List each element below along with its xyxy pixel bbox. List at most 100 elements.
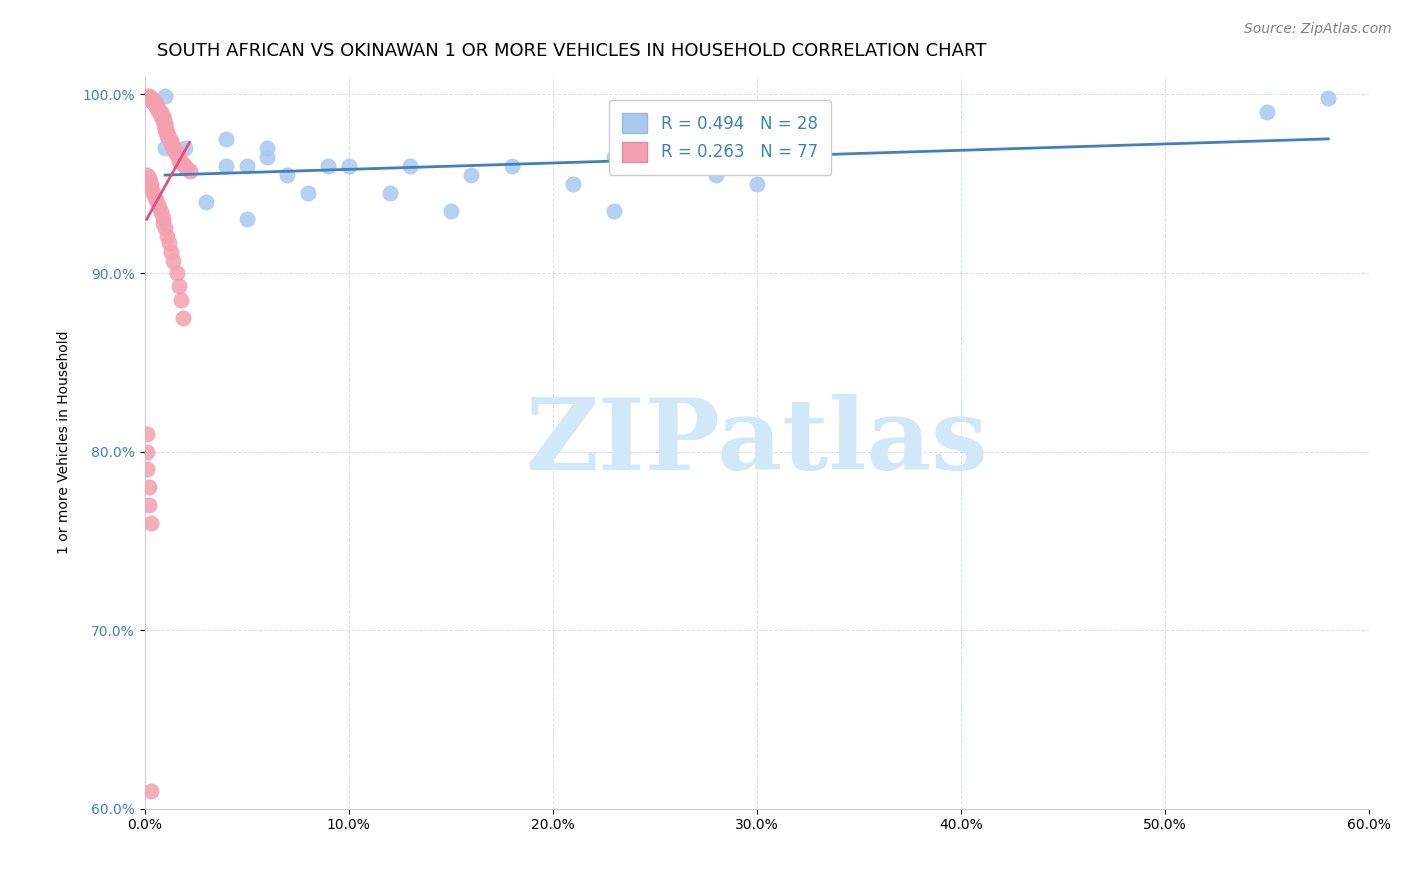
Point: [153, 116, 176, 130]
Point: [166, 266, 188, 280]
Point: [142, 93, 165, 107]
Point: [149, 205, 172, 219]
Point: [179, 164, 201, 178]
Point: [139, 91, 162, 105]
Point: [135, 168, 157, 182]
Point: [153, 141, 176, 155]
Point: [276, 168, 298, 182]
Point: [135, 426, 157, 441]
Point: [152, 112, 174, 127]
Point: [146, 100, 169, 114]
Point: [148, 103, 170, 118]
Point: [135, 462, 157, 476]
Point: [603, 203, 626, 218]
Point: [256, 141, 278, 155]
Point: [157, 235, 180, 250]
Point: [153, 89, 176, 103]
Point: [138, 171, 160, 186]
Point: [170, 293, 193, 307]
Point: [148, 200, 170, 214]
Point: [152, 111, 174, 125]
Point: [139, 180, 162, 194]
Point: [169, 278, 191, 293]
Point: [235, 159, 257, 173]
Point: [162, 139, 184, 153]
Point: [153, 221, 176, 235]
Point: [166, 148, 188, 162]
Point: [143, 98, 166, 112]
Point: [152, 114, 174, 128]
Point: [745, 177, 768, 191]
Point: [172, 157, 194, 171]
Point: [725, 150, 748, 164]
Point: [501, 159, 523, 173]
Point: [148, 105, 170, 120]
Point: [378, 186, 401, 200]
Point: [156, 125, 179, 139]
Point: [160, 136, 183, 150]
Point: [138, 89, 160, 103]
Point: [215, 132, 238, 146]
Point: [235, 212, 257, 227]
Point: [194, 194, 217, 209]
Point: [142, 186, 165, 200]
Point: [172, 310, 194, 325]
Point: [297, 186, 319, 200]
Point: [139, 177, 162, 191]
Text: Source: ZipAtlas.com: Source: ZipAtlas.com: [1244, 22, 1392, 37]
Point: [153, 120, 176, 134]
Point: [256, 150, 278, 164]
Point: [135, 444, 157, 458]
Point: [139, 516, 162, 530]
Point: [138, 91, 160, 105]
Point: [1256, 105, 1278, 120]
Point: [152, 211, 174, 225]
Point: [318, 159, 340, 173]
Point: [169, 150, 191, 164]
Point: [142, 95, 165, 109]
Text: SOUTH AFRICAN VS OKINAWAN 1 OR MORE VEHICLES IN HOUSEHOLD CORRELATION CHART: SOUTH AFRICAN VS OKINAWAN 1 OR MORE VEHI…: [157, 42, 986, 60]
Point: [153, 118, 176, 132]
Point: [149, 105, 172, 120]
Point: [135, 89, 157, 103]
Point: [160, 244, 183, 259]
Point: [440, 203, 463, 218]
Point: [143, 95, 166, 109]
Point: [704, 168, 727, 182]
Text: ZIPatlas: ZIPatlas: [526, 394, 988, 491]
Point: [149, 109, 172, 123]
Point: [174, 141, 197, 155]
Point: [176, 162, 198, 177]
Point: [146, 100, 169, 114]
Point: [166, 146, 188, 161]
Point: [146, 102, 169, 116]
Point: [162, 253, 184, 268]
Point: [138, 480, 160, 494]
Point: [169, 153, 191, 168]
Point: [152, 216, 174, 230]
Point: [603, 150, 626, 164]
Point: [139, 91, 162, 105]
Y-axis label: 1 or more Vehicles in Household: 1 or more Vehicles in Household: [58, 331, 72, 555]
Point: [399, 159, 422, 173]
Point: [149, 107, 172, 121]
Point: [160, 134, 183, 148]
Point: [156, 228, 179, 243]
Legend: R = 0.494   N = 28, R = 0.263   N = 77: R = 0.494 N = 28, R = 0.263 N = 77: [609, 100, 831, 175]
Point: [1317, 91, 1340, 105]
Point: [157, 130, 180, 145]
Point: [165, 145, 187, 159]
Point: [685, 159, 707, 173]
Point: [143, 96, 166, 111]
Point: [562, 177, 585, 191]
Point: [153, 123, 176, 137]
Point: [139, 93, 162, 107]
Point: [337, 159, 360, 173]
Point: [142, 95, 165, 109]
Point: [152, 109, 174, 123]
Point: [139, 784, 162, 798]
Point: [156, 128, 179, 143]
Point: [170, 155, 193, 169]
Point: [153, 121, 176, 136]
Point: [146, 194, 169, 209]
